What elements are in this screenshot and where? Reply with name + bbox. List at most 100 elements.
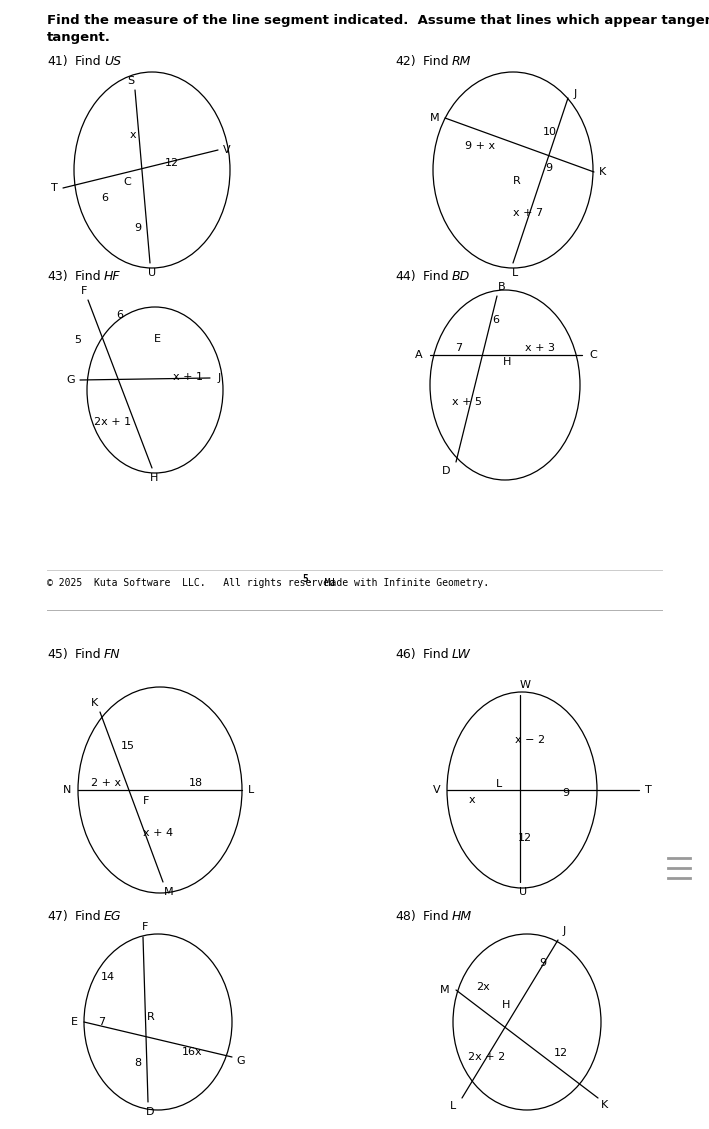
Text: E: E (70, 1017, 77, 1027)
Text: x + 3: x + 3 (525, 343, 555, 353)
Text: x + 1: x + 1 (173, 371, 203, 382)
Text: L: L (450, 1101, 456, 1111)
Text: 2 + x: 2 + x (91, 778, 121, 788)
Text: 12: 12 (165, 158, 179, 168)
Text: W: W (520, 680, 530, 690)
Text: 16x: 16x (182, 1047, 202, 1057)
Text: F: F (143, 796, 149, 806)
Text: x + 4: x + 4 (143, 828, 173, 838)
Text: L: L (512, 268, 518, 278)
Text: 9 + x: 9 + x (465, 141, 495, 151)
Text: BD: BD (452, 270, 470, 283)
Text: K: K (91, 698, 99, 708)
Text: 48): 48) (395, 910, 415, 924)
Text: 2x + 2: 2x + 2 (469, 1052, 506, 1062)
Text: 2x + 1: 2x + 1 (94, 417, 132, 427)
Text: Find: Find (423, 910, 452, 924)
Text: Find the measure of the line segment indicated.  Assume that lines which appear : Find the measure of the line segment ind… (47, 14, 709, 27)
Text: 7: 7 (99, 1017, 106, 1027)
Text: Find: Find (75, 648, 105, 660)
Text: x + 7: x + 7 (513, 208, 543, 218)
Text: S: S (128, 76, 135, 86)
Text: 45): 45) (47, 648, 68, 660)
Text: F: F (142, 922, 148, 933)
Text: RM: RM (452, 55, 471, 68)
Text: 12: 12 (554, 1048, 568, 1058)
Text: D: D (146, 1108, 155, 1117)
Text: K: K (601, 1100, 608, 1110)
Text: x − 2: x − 2 (515, 735, 545, 745)
Text: 14: 14 (101, 972, 115, 982)
Text: Find: Find (75, 55, 105, 68)
Text: Find: Find (75, 910, 105, 924)
Text: M: M (164, 887, 174, 898)
Text: US: US (104, 55, 121, 68)
Text: M: M (440, 984, 450, 995)
Text: J: J (574, 89, 576, 99)
Text: J: J (562, 926, 566, 936)
Text: K: K (599, 167, 607, 177)
Text: 10: 10 (543, 126, 557, 137)
Text: 8: 8 (135, 1058, 142, 1068)
Text: 7: 7 (455, 343, 462, 353)
Text: 43): 43) (47, 270, 67, 283)
Text: H: H (150, 473, 158, 483)
Text: x: x (130, 130, 136, 140)
Text: J: J (218, 373, 220, 383)
Text: V: V (433, 785, 441, 795)
Text: B: B (498, 282, 506, 292)
Text: 9: 9 (545, 163, 552, 173)
Text: A: A (415, 350, 423, 360)
Text: tangent.: tangent. (47, 30, 111, 44)
Text: 9: 9 (135, 224, 142, 233)
Text: N: N (63, 785, 71, 795)
Text: F: F (81, 286, 87, 296)
Text: 15: 15 (121, 741, 135, 751)
Text: EG: EG (104, 910, 121, 924)
Text: U: U (148, 268, 156, 278)
Text: L: L (248, 785, 254, 795)
Text: C: C (589, 350, 597, 360)
Text: x: x (469, 795, 475, 805)
Text: G: G (237, 1056, 245, 1066)
Text: R: R (513, 176, 521, 186)
Text: HM: HM (452, 910, 472, 924)
Text: 6: 6 (101, 193, 108, 203)
Text: D: D (442, 466, 450, 476)
Text: 9: 9 (540, 959, 547, 968)
Text: 2x: 2x (476, 982, 490, 992)
Text: 41): 41) (47, 55, 67, 68)
Text: 6: 6 (493, 315, 500, 325)
Text: 6: 6 (116, 310, 123, 320)
Text: 12: 12 (518, 833, 532, 843)
Text: H: H (502, 1000, 510, 1010)
Text: HF: HF (104, 270, 121, 283)
Text: V: V (223, 145, 231, 155)
Text: LW: LW (452, 648, 471, 660)
Text: Find: Find (423, 648, 452, 660)
Text: 9: 9 (562, 788, 569, 798)
Text: 42): 42) (395, 55, 415, 68)
Text: x + 5: x + 5 (452, 397, 482, 406)
Text: T: T (644, 785, 652, 795)
Text: 44): 44) (395, 270, 415, 283)
Text: ·  Made with Infinite Geometry.: · Made with Infinite Geometry. (307, 578, 489, 588)
Text: 18: 18 (189, 778, 203, 788)
Text: R: R (147, 1012, 155, 1022)
Text: H: H (503, 357, 511, 367)
Text: 47): 47) (47, 910, 68, 924)
Text: Find: Find (423, 270, 452, 283)
Text: G: G (67, 375, 75, 385)
Text: 5: 5 (74, 335, 82, 345)
Text: © 2025  Kuta Software  LLC.   All rights reserved: © 2025 Kuta Software LLC. All rights res… (47, 578, 335, 588)
Text: L: L (496, 779, 502, 789)
Text: FN: FN (104, 648, 121, 660)
Text: T: T (50, 183, 57, 193)
Text: Find: Find (75, 270, 105, 283)
Text: E: E (154, 334, 160, 344)
Text: 46): 46) (395, 648, 415, 660)
Text: U: U (519, 887, 527, 898)
Text: C: C (123, 177, 131, 187)
Text: Find: Find (423, 55, 452, 68)
Text: M: M (430, 113, 440, 123)
